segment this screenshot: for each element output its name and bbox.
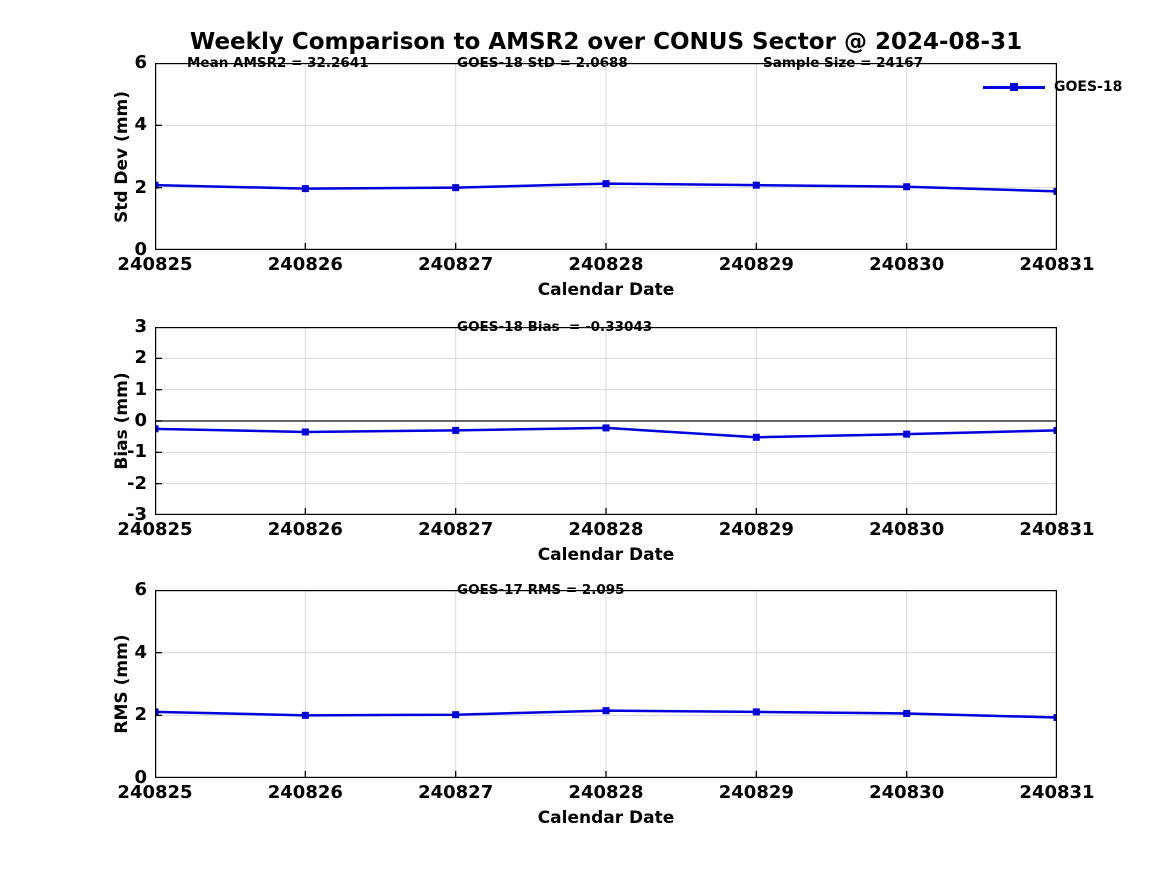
subplot-std-dev: Mean AMSR2 = 32.2641 GOES-18 StD = 2.068… [112, 52, 1122, 300]
x-tick-label: 240826 [267, 254, 343, 275]
y-tick-label: -2 [127, 472, 147, 494]
y-tick-label: 6 [134, 579, 147, 600]
x-tick-label: 240827 [418, 254, 494, 275]
y-axis-label-bias: Bias (mm) [112, 372, 132, 470]
y-tick-label: 0 [134, 239, 147, 260]
x-tick-label: 240828 [568, 254, 644, 275]
legend: GOES-18 [983, 78, 1122, 96]
x-axis-ticks-bias: 240825 240826 240827 240828 240829 240830 2408… [117, 515, 1094, 541]
legend-label-goes-18: GOES-18 [1054, 79, 1123, 95]
x-tick-label: 240831 [1019, 254, 1095, 275]
x-axis-label-calendar-date: Calendar Date [537, 808, 675, 828]
x-tick-label: 240830 [869, 519, 945, 540]
y-tick-label: 0 [134, 767, 147, 788]
x-tick-label: 240829 [718, 519, 794, 540]
y-tick-label: 6 [134, 52, 147, 73]
x-axis-label-calendar-date: Calendar Date [537, 545, 675, 565]
plot-area-rms [155, 590, 1057, 778]
y-tick-label: 2 [134, 347, 147, 369]
x-tick-label: 240830 [869, 782, 945, 803]
x-tick-label: 240829 [718, 254, 794, 275]
legend-square-marker-icon [1010, 83, 1018, 91]
x-axis-label-calendar-date: Calendar Date [537, 280, 675, 300]
y-tick-label: 2 [134, 704, 147, 726]
x-tick-label: 240829 [718, 782, 794, 803]
legend-line-sample [983, 83, 1045, 91]
x-axis-ticks-rms: 240825 240826 240827 240828 240829 240830 2408… [117, 778, 1094, 804]
y-tick-label: 4 [134, 641, 147, 663]
x-tick-label: 240826 [267, 519, 343, 540]
plot-area-std-dev [155, 63, 1057, 250]
y-tick-label: 0 [134, 410, 147, 431]
figure-title: Weekly Comparison to AMSR2 over CONUS Se… [189, 29, 1023, 55]
y-tick-label: -1 [127, 441, 147, 463]
x-tick-label: 240827 [418, 519, 494, 540]
y-tick-label: -3 [127, 504, 147, 525]
y-axis-label-rms: RMS (mm) [112, 634, 132, 734]
y-tick-label: 2 [134, 176, 147, 198]
x-tick-label: 240830 [869, 254, 945, 275]
x-tick-label: 240825 [117, 782, 193, 803]
x-tick-label: 240826 [267, 782, 343, 803]
y-axis-label-std-dev: Std Dev (mm) [112, 90, 132, 223]
y-tick-label: 1 [134, 378, 147, 400]
plot-area-bias [155, 327, 1057, 515]
x-tick-label: 240831 [1019, 782, 1095, 803]
y-tick-label: 4 [134, 114, 147, 136]
x-tick-label: 240828 [568, 782, 644, 803]
x-tick-label: 240831 [1019, 519, 1095, 540]
subplot-bias: GOES-18 Bias = -0.33043 -3 -2 -1 0 1 2 3 24082… [112, 316, 1095, 565]
x-tick-label: 240828 [568, 519, 644, 540]
x-tick-label: 240825 [117, 519, 193, 540]
y-tick-label: 3 [134, 316, 147, 337]
x-tick-label: 240825 [117, 254, 193, 275]
x-axis-ticks-std-dev: 240825 240826 240827 240828 240829 240830 2408… [117, 250, 1094, 276]
x-tick-label: 240827 [418, 782, 494, 803]
